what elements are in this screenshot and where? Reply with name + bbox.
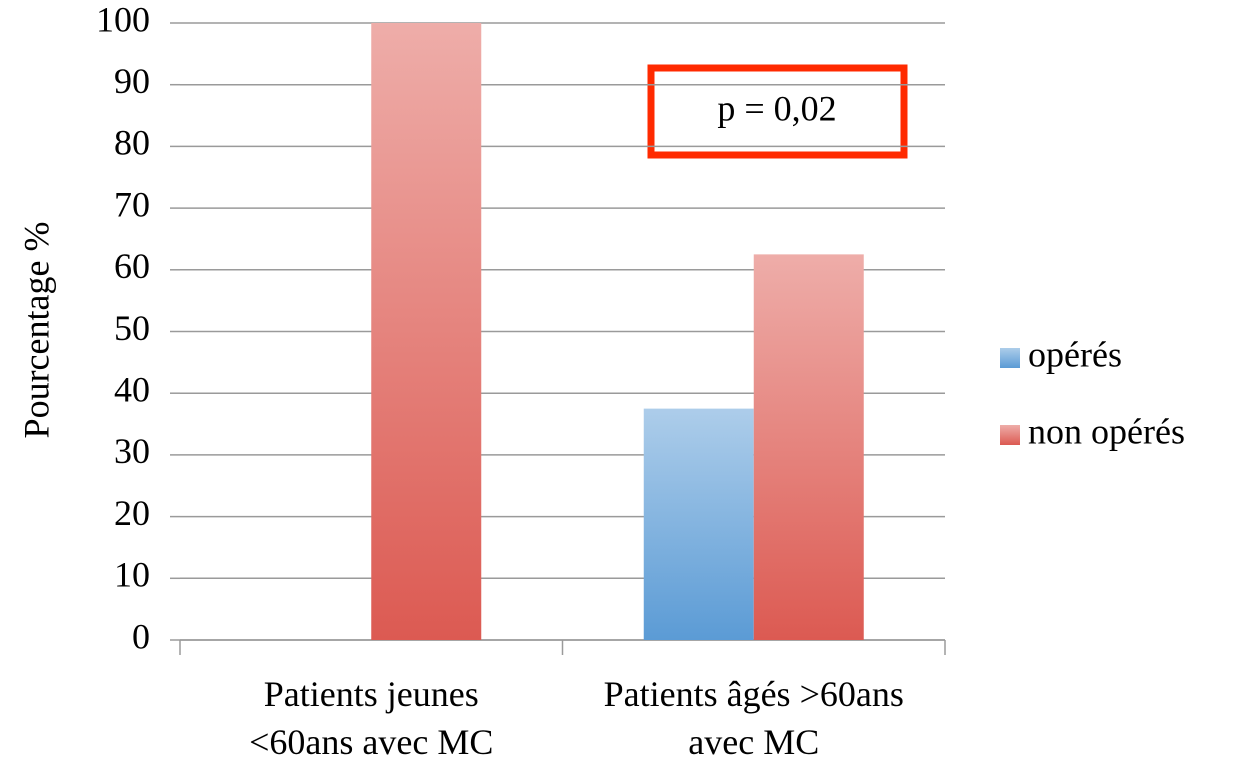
legend-label: non opérés — [1028, 411, 1185, 451]
y-tick-label: 30 — [114, 431, 150, 471]
y-tick-label: 90 — [114, 61, 150, 101]
y-tick-label: 80 — [114, 123, 150, 163]
x-tick-label: Patients jeunes <60ans avec MC — [249, 674, 493, 762]
x-tick-label: Patients âgés >60ans avec MC — [604, 674, 904, 762]
legend-swatch — [1000, 348, 1020, 368]
bar — [753, 254, 864, 640]
y-tick-label: 50 — [114, 308, 150, 348]
y-tick-label: 40 — [114, 369, 150, 409]
annotation: p = 0,02 — [717, 88, 836, 128]
annotation-box — [647, 64, 908, 159]
bar — [643, 408, 754, 640]
legend-label: opérés — [1028, 334, 1122, 374]
legend-swatch — [1000, 425, 1020, 445]
y-tick-label: 100 — [96, 0, 150, 39]
bar — [371, 23, 482, 640]
y-axis-title: Pourcentage % — [16, 222, 56, 439]
y-tick-label: 0 — [132, 616, 150, 656]
y-tick-label: 20 — [114, 493, 150, 533]
y-tick-label: 60 — [114, 246, 150, 286]
y-tick-label: 10 — [114, 555, 150, 595]
y-tick-label: 70 — [114, 184, 150, 224]
